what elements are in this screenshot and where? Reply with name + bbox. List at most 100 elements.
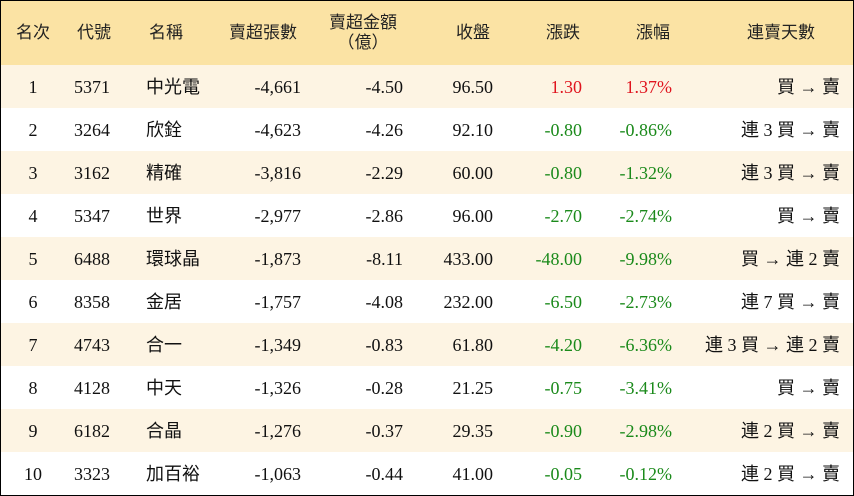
table-cell: 連 2 買 → 賣: [741, 464, 840, 484]
table-cell: 買 → 賣: [777, 206, 840, 226]
header-cell: 漲幅: [636, 23, 670, 42]
table-cell: 9: [28, 421, 38, 441]
table-cell: -0.80: [544, 120, 583, 140]
table-cell: 1.37%: [625, 77, 673, 97]
header-cell: 代號: [77, 23, 111, 42]
table-cell: -4.08: [365, 292, 404, 312]
table-cell: 連 2 買 → 賣: [741, 421, 840, 441]
table-cell: 連 3 買 → 賣: [741, 163, 840, 183]
table-cell: -0.05: [544, 464, 583, 484]
table-cell: -0.86%: [619, 120, 673, 140]
table-cell: -0.12%: [619, 464, 673, 484]
table-cell: 買 → 賣: [777, 378, 840, 398]
header-cell: 收盤: [456, 23, 490, 42]
table-cell: -1,063: [254, 464, 302, 484]
table-row: 2 3264 欣銓 -4,623 -4.26 92.10 -0.80 -0.86% 連 3 買 …: [1, 108, 853, 151]
header-cell: 名稱: [149, 23, 183, 42]
table-cell: -0.37: [365, 421, 404, 441]
table-cell: 1.30: [550, 77, 583, 97]
table-cell: 合晶: [146, 421, 182, 441]
table-cell: -1,349: [254, 335, 302, 355]
table-cell: 8: [28, 378, 38, 398]
table-cell: 8358: [74, 292, 110, 312]
table-cell: 3264: [74, 120, 110, 140]
table-cell: -0.28: [365, 378, 404, 398]
table-cell: -2.70: [544, 206, 583, 226]
table-row: 6 8358 金居 -1,757 -4.08 232.00 -6.50 -2.73% 連 7 買…: [1, 280, 853, 323]
table-cell: 3162: [74, 163, 110, 183]
table-cell: -1,757: [254, 292, 302, 312]
table-cell: 10: [24, 464, 42, 484]
table-cell: 61.80: [452, 335, 494, 355]
table-cell: -0.83: [365, 335, 404, 355]
table-cell: 96.50: [452, 77, 494, 97]
table-cell: 環球晶: [146, 249, 200, 269]
table-cell: 連 7 買 → 賣: [741, 292, 840, 312]
table-cell: -6.50: [544, 292, 583, 312]
table-cell: 1: [28, 77, 38, 97]
header-row: 名次 代號 名稱 賣超張數 賣超金額 （億） 收盤 漲跌 漲幅 連賣天數: [1, 1, 853, 65]
table-cell: -4,661: [254, 77, 302, 97]
table-cell: -1,276: [254, 421, 302, 441]
table-cell: -1,873: [254, 249, 302, 269]
table-row: 4 5347 世界 -2,977 -2.86 96.00 -2.70 -2.74% 買 → 賣: [1, 194, 853, 237]
table-cell: 合一: [146, 335, 182, 355]
table-row: 9 6182 合晶 -1,276 -0.37 29.35 -0.90 -2.98% 連 2 買 …: [1, 409, 853, 452]
table-cell: -48.00: [535, 249, 583, 269]
table-cell: -2.98%: [619, 421, 673, 441]
table-cell: -2,977: [254, 206, 302, 226]
table-cell: 金居: [146, 292, 182, 312]
table-cell: -0.44: [365, 464, 404, 484]
table-cell: -4.20: [544, 335, 583, 355]
table-cell: 4: [28, 206, 38, 226]
table-cell: 4743: [74, 335, 110, 355]
table-row: 3 3162 精確 -3,816 -2.29 60.00 -0.80 -1.32% 連 3 買 …: [1, 151, 853, 194]
table-cell: 6488: [74, 249, 110, 269]
table-cell: 6: [28, 292, 38, 312]
table-cell: -1.32%: [619, 163, 673, 183]
table-cell: 欣銓: [146, 120, 182, 140]
table-cell: -2.86: [365, 206, 404, 226]
table-cell: 433.00: [443, 249, 494, 269]
table-cell: 中天: [146, 378, 182, 398]
table-cell: 買 → 賣: [777, 77, 840, 97]
table-row: 1 5371 中光電 -4,661 -4.50 96.50 1.30 1.37% 買 → 賣: [1, 65, 853, 108]
table-cell: 5347: [74, 206, 110, 226]
table-cell: 2: [28, 120, 38, 140]
header-cell: 漲跌: [546, 23, 580, 42]
table-cell: 買 → 連 2 賣: [741, 249, 840, 269]
table-cell: -3,816: [254, 163, 302, 183]
table-cell: 4128: [74, 378, 110, 398]
table-cell: 5371: [74, 77, 110, 97]
table-cell: 世界: [146, 206, 182, 226]
table-cell: -2.73%: [619, 292, 673, 312]
table-cell: 29.35: [452, 421, 494, 441]
header-cell: （億）: [337, 33, 389, 52]
table-row: 8 4128 中天 -1,326 -0.28 21.25 -0.75 -3.41% 買 → 賣: [1, 366, 853, 409]
table-cell: -0.90: [544, 421, 583, 441]
table-cell: -8.11: [366, 249, 403, 269]
table-cell: -6.36%: [619, 335, 673, 355]
table-cell: 92.10: [452, 120, 494, 140]
header-cell: 賣超張數: [229, 23, 297, 42]
table-cell: -0.80: [544, 163, 583, 183]
table-cell: 6182: [74, 421, 110, 441]
table-cell: -2.74%: [619, 206, 673, 226]
header-cell: 連賣天數: [747, 23, 815, 42]
table-cell: 連 3 買 → 連 2 賣: [705, 335, 840, 355]
table-cell: 精確: [146, 163, 182, 183]
table-cell: 加百裕: [146, 464, 200, 484]
table-row: 7 4743 合一 -1,349 -0.83 61.80 -4.20 -6.36% 連 3 買 …: [1, 323, 853, 366]
header-cell: 賣超金額: [329, 13, 397, 32]
table-cell: 5: [28, 249, 38, 269]
table-row: 5 6488 環球晶 -1,873 -8.11 433.00 -48.00 -9.98% 買 →…: [1, 237, 853, 280]
header-cell: 名次: [16, 23, 50, 42]
table-cell: 96.00: [452, 206, 494, 226]
table-cell: 連 3 買 → 賣: [741, 120, 840, 140]
table-cell: -2.29: [365, 163, 404, 183]
table-cell: -0.75: [544, 378, 583, 398]
table-cell: 中光電: [146, 77, 200, 97]
table-cell: 7: [28, 335, 38, 355]
table-cell: 21.25: [452, 378, 494, 398]
table-cell: 232.00: [443, 292, 494, 312]
